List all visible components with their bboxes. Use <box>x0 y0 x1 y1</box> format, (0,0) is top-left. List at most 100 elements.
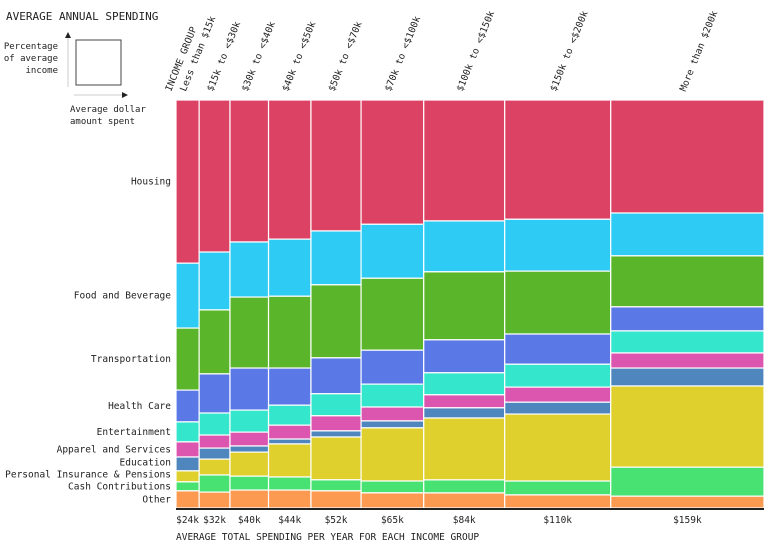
cell-housing-9 <box>610 99 765 214</box>
cell-transportation-4 <box>267 295 312 369</box>
cell-housing-3 <box>229 99 270 243</box>
cell-other-1 <box>175 490 200 509</box>
cell-education-3 <box>229 445 270 453</box>
cell-health-care-5 <box>310 357 362 395</box>
cell-food-and-beverage-5 <box>310 230 362 286</box>
cell-transportation-3 <box>229 296 270 369</box>
cell-cash-contributions-2 <box>198 474 231 493</box>
cell-personal-insurance-pensions-4 <box>267 443 312 478</box>
cell-housing-1 <box>175 99 200 264</box>
column-header: $40k to <$50k <box>280 20 318 93</box>
cell-apparel-and-services-1 <box>175 441 200 458</box>
cell-personal-insurance-pensions-9 <box>610 385 765 468</box>
x-tick-label: $110k <box>543 515 572 526</box>
cell-health-care-6 <box>360 349 425 385</box>
cell-entertainment-6 <box>360 383 425 408</box>
cell-apparel-and-services-5 <box>310 415 362 432</box>
cell-health-care-9 <box>610 306 765 332</box>
chart-cells <box>175 99 765 509</box>
cell-food-and-beverage-3 <box>229 241 270 298</box>
cell-personal-insurance-pensions-5 <box>310 436 362 481</box>
cell-other-7 <box>423 492 506 509</box>
legend-key-x-arrow-head <box>122 92 128 98</box>
cell-cash-contributions-6 <box>360 480 425 494</box>
x-tick-labels: $24k $32k $40k $44k $52k $65k $84k $110k $159k <box>176 515 702 526</box>
x-tick-label: $84k <box>453 515 476 526</box>
cell-education-2 <box>198 447 231 460</box>
cell-apparel-and-services-3 <box>229 431 270 447</box>
category-label: Education <box>120 457 171 468</box>
legend-key-box <box>75 39 122 86</box>
cell-food-and-beverage-1 <box>175 262 200 329</box>
cell-other-6 <box>360 492 425 509</box>
cell-education-4 <box>267 438 312 445</box>
cell-transportation-5 <box>310 284 362 359</box>
cell-food-and-beverage-8 <box>504 218 612 272</box>
cell-cash-contributions-7 <box>423 479 506 494</box>
cell-cash-contributions-5 <box>310 479 362 492</box>
x-tick-label: $24k <box>176 515 199 526</box>
cell-health-care-1 <box>175 389 200 423</box>
cell-education-5 <box>310 430 362 438</box>
cell-food-and-beverage-6 <box>360 223 425 279</box>
cell-personal-insurance-pensions-7 <box>423 417 506 481</box>
cell-health-care-4 <box>267 367 312 406</box>
cell-other-3 <box>229 489 270 509</box>
cell-cash-contributions-4 <box>267 476 312 491</box>
legend-key: Percentage of average income Average dolla… <box>4 32 146 127</box>
column-header: $70k to <$100k <box>383 15 423 94</box>
cell-other-4 <box>267 489 312 509</box>
column-header: $50k to <$70k <box>327 20 365 93</box>
cell-entertainment-8 <box>504 363 612 388</box>
x-tick-label: $52k <box>325 515 348 526</box>
cell-food-and-beverage-2 <box>198 251 231 311</box>
cell-housing-7 <box>423 99 506 222</box>
cell-apparel-and-services-4 <box>267 424 312 440</box>
cell-transportation-6 <box>360 277 425 351</box>
legend-key-y-label: Percentage of average income <box>4 42 58 76</box>
cell-apparel-and-services-2 <box>198 434 231 449</box>
cell-education-7 <box>423 407 506 419</box>
cell-food-and-beverage-4 <box>267 238 312 297</box>
x-axis-label: AVERAGE TOTAL SPENDING PER YEAR FOR EACH… <box>176 532 479 543</box>
legend-key-y-arrow-head <box>65 32 71 38</box>
category-label: Entertainment <box>97 427 171 438</box>
cell-health-care-8 <box>504 333 612 365</box>
cell-cash-contributions-3 <box>229 475 270 491</box>
column-header: $100k to <$150k <box>455 9 497 93</box>
cell-transportation-7 <box>423 271 506 341</box>
cell-entertainment-3 <box>229 409 270 433</box>
cell-education-6 <box>360 420 425 429</box>
category-label: Housing <box>131 177 171 188</box>
cell-personal-insurance-pensions-3 <box>229 451 270 477</box>
cell-cash-contributions-9 <box>610 466 765 497</box>
cell-housing-4 <box>267 99 312 240</box>
cell-food-and-beverage-9 <box>610 212 765 257</box>
cell-entertainment-7 <box>423 372 506 396</box>
cell-apparel-and-services-8 <box>504 386 612 403</box>
cell-health-care-3 <box>229 367 270 411</box>
cell-other-2 <box>198 491 231 509</box>
cell-health-care-7 <box>423 339 506 374</box>
category-label: Transportation <box>91 354 171 365</box>
category-label: Other <box>142 494 171 505</box>
cell-personal-insurance-pensions-2 <box>198 458 231 476</box>
column-header: $150k to <$200k <box>548 9 590 93</box>
cell-apparel-and-services-7 <box>423 394 506 409</box>
cell-housing-6 <box>360 99 425 225</box>
cell-other-5 <box>310 490 362 509</box>
category-label: Health Care <box>108 401 171 412</box>
cell-cash-contributions-1 <box>175 481 200 492</box>
cell-other-8 <box>504 494 612 509</box>
cell-apparel-and-services-6 <box>360 406 425 422</box>
cell-education-9 <box>610 367 765 387</box>
cell-education-1 <box>175 456 200 472</box>
x-tick-label: $159k <box>673 515 702 526</box>
category-label: Apparel and Services <box>57 444 171 455</box>
x-tick-label: $44k <box>278 515 301 526</box>
cell-health-care-2 <box>198 373 231 414</box>
cell-food-and-beverage-7 <box>423 220 506 273</box>
column-header: $30k to <$40k <box>240 20 278 93</box>
cell-cash-contributions-8 <box>504 480 612 496</box>
